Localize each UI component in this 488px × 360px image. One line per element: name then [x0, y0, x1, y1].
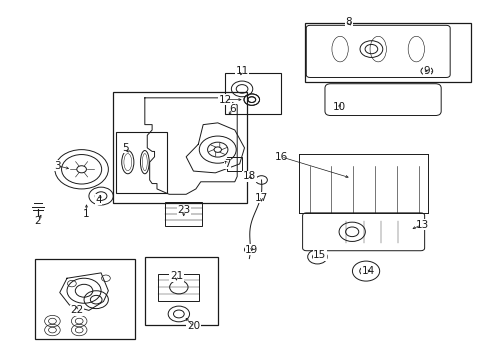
Text: 5: 5 [122, 143, 128, 153]
Text: 14: 14 [361, 266, 374, 276]
Text: 20: 20 [186, 321, 200, 332]
Text: 12: 12 [218, 95, 231, 105]
Text: 16: 16 [274, 152, 287, 162]
Text: 21: 21 [169, 271, 183, 282]
Text: 8: 8 [345, 17, 352, 27]
Text: 22: 22 [70, 305, 83, 315]
Bar [158, 274, 199, 301]
Text: 18: 18 [242, 171, 255, 181]
Text: 9: 9 [423, 66, 429, 76]
Text: 6: 6 [228, 104, 235, 113]
Text: 10: 10 [332, 102, 345, 112]
Bar [113, 93, 246, 203]
Text: 23: 23 [177, 205, 190, 215]
Bar [35, 258, 135, 339]
Bar [116, 132, 166, 193]
Text: 11: 11 [235, 66, 248, 76]
Bar [165, 202, 202, 226]
Bar [144, 257, 217, 325]
Text: 17: 17 [254, 193, 267, 203]
Bar [227, 157, 242, 171]
Text: 19: 19 [244, 245, 258, 255]
Text: 3: 3 [54, 161, 61, 171]
Bar [305, 23, 469, 82]
Text: 7: 7 [224, 159, 230, 169]
Text: 15: 15 [313, 250, 326, 260]
Bar [224, 73, 281, 114]
Text: 4: 4 [95, 195, 102, 204]
Text: 13: 13 [414, 220, 427, 230]
Text: 1: 1 [83, 209, 90, 219]
Text: 2: 2 [35, 216, 41, 226]
